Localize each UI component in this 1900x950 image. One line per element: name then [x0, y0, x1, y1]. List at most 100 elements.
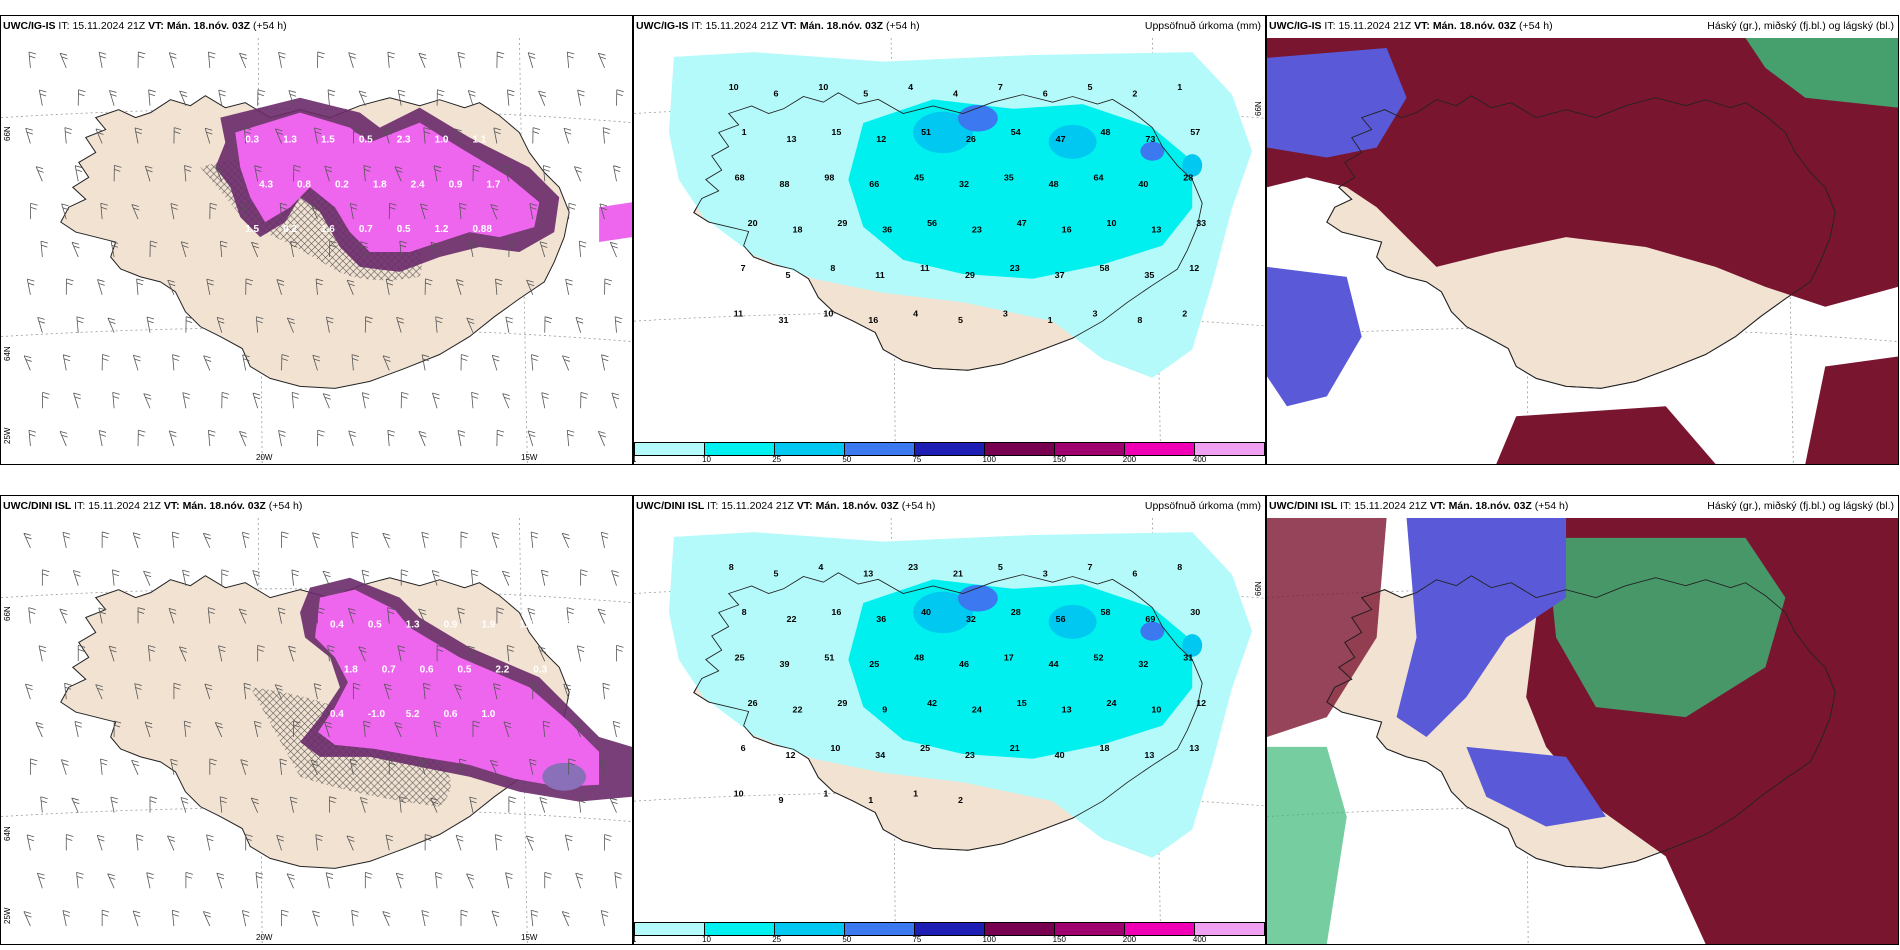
precip-value-label: 30 [1190, 607, 1200, 617]
legend-tick-label: 25 [772, 935, 782, 944]
legend-tick-label: 1 [634, 455, 636, 464]
temp-value-label: 4.3 [259, 179, 273, 190]
precip-value-label: 6 [1043, 89, 1048, 99]
legend-swatch [985, 923, 1055, 935]
model-name: UWC/IG-IS [3, 20, 56, 32]
precip-value-label: 10 [1107, 218, 1117, 228]
precip-value-label: 10 [734, 789, 744, 799]
precip-value-label: 54 [1011, 127, 1021, 137]
precip-value-labels: 8541323215376882216364032285658693025395… [729, 562, 1207, 805]
it-value: 15.11.2024 21Z [1338, 20, 1412, 32]
map-svg: 0.3 1.3 1.5 0.5 2.3 1.0 1.1 4.3 0.8 0.2 1.8 2.4 0.9 1… [1, 38, 632, 464]
precip-value-label: 29 [837, 218, 847, 228]
precip-value-label: 1 [1177, 82, 1182, 92]
map-svg [1267, 518, 1898, 944]
precip-value-label: 13 [863, 569, 873, 579]
temp-value-label: 0.9 [449, 179, 463, 190]
temp-value-label: 0.5 [359, 135, 373, 146]
map-area: 8 5 4 13 23 21 5 3 7 6 8 8 22 16 36 40 32 28 56 58 69 30 25 39 5… [634, 518, 1265, 922]
precip-value-label: 5 [786, 270, 791, 280]
precip-value-label: 69 [1145, 614, 1155, 624]
temp-value-label: -1.0 [368, 709, 386, 720]
precip-value-label: 21 [953, 569, 963, 579]
precip-value-label: 8 [1177, 562, 1182, 572]
legend-swatch [915, 443, 985, 455]
precip-value-label: 45 [914, 173, 924, 183]
map-area: 0.3 1.3 1.5 0.5 2.3 1.0 1.1 4.3 0.8 0.2 1.8 2.4 0.9 1… [1, 38, 632, 464]
vt-value: Mán. 18.nóv. 03Z [166, 20, 251, 32]
precip-value-label: 10 [830, 743, 840, 753]
precip-value-label: 32 [959, 179, 969, 189]
precip-value-label: 10 [1151, 705, 1161, 715]
model-name: UWC/DINI ISL [636, 500, 705, 512]
temp-value-labels: 0.4 0.5 1.3 0.9 1.9 1.4 1.6 1.8 0.7 0.6 0.5 2.2 0.3 1… [330, 619, 586, 720]
map-area [1267, 518, 1898, 944]
precip-value-label: 2 [958, 795, 963, 805]
temp-value-label: 5.2 [406, 709, 420, 720]
precip-value-label: 9 [779, 795, 784, 805]
precip-value-label: 48 [1049, 179, 1059, 189]
legend-tick-label: 1 [634, 935, 636, 944]
precip-value-label: 16 [868, 315, 878, 325]
legend-tick-label: 10 [702, 935, 712, 944]
legend-swatch [775, 443, 845, 455]
precip-value-label: 25 [869, 659, 879, 669]
precip-value-label: 15 [1017, 698, 1027, 708]
vt-label: VT: [163, 500, 180, 512]
vt-label: VT: [1414, 20, 1430, 32]
precip-value-label: 24 [972, 705, 982, 715]
precip-value-label: 56 [927, 218, 937, 228]
legend-tick-label: 400 [1192, 455, 1207, 464]
lon-label: 20W [256, 453, 273, 462]
precip-value-label: 28 [1011, 607, 1021, 617]
lon-label: 20W [256, 933, 273, 942]
lat-label: 66N [1254, 581, 1263, 596]
precip-value-label: 44 [1049, 659, 1059, 669]
temp-value-label: 0.2 [335, 179, 349, 190]
it-value: 15.11.2024 21Z [72, 20, 146, 32]
precip-value-label: 5 [774, 569, 779, 579]
precip-value-label: 22 [787, 614, 797, 624]
legend-swatch [915, 923, 985, 935]
precip-value-label: 8 [742, 607, 747, 617]
lat-label: 66N [3, 606, 12, 621]
panel-header: UWC/IG-IS IT: 15.11.2024 21Z VT: Mán. 18… [636, 20, 1261, 32]
precip-value-label: 32 [1138, 659, 1148, 669]
temp-value-label: 1.6 [321, 224, 335, 235]
precip-value-label: 51 [824, 653, 834, 663]
it-label: IT: [58, 20, 70, 32]
precip-value-label: 1 [913, 789, 918, 799]
precip-value-label: 58 [1100, 263, 1110, 273]
precip-value-label: 47 [1017, 218, 1027, 228]
legend-swatch [635, 923, 705, 935]
map-area: 0.4 0.5 1.3 0.9 1.9 1.4 1.6 1.8 0.7 0.6 0.5 2.2 0.3 1… [1, 518, 632, 944]
precip-value-label: 36 [882, 225, 892, 235]
precip-value-label: 26 [748, 698, 758, 708]
precip-value-label: 98 [824, 173, 834, 183]
precip-value-label: 15 [831, 127, 841, 137]
temp-value-label: 2.2 [495, 664, 509, 675]
precip-value-label: 66 [869, 179, 879, 189]
precip-value-label: 3 [1043, 569, 1048, 579]
precip-value-label: 1 [1048, 315, 1053, 325]
precip-value-label: 40 [1055, 750, 1065, 760]
precip-value-label: 23 [908, 562, 918, 572]
legend-swatch [705, 443, 775, 455]
it-label: IT: [74, 500, 86, 512]
precip-value-label: 2 [1132, 89, 1137, 99]
map-panel-cloud: UWC/IG-IS IT: 15.11.2024 21Z VT: Mán. 18… [1266, 15, 1899, 465]
temp-value-label: 1.8 [373, 179, 387, 190]
wind-barbs [23, 51, 624, 447]
precip-value-label: 23 [972, 225, 982, 235]
precip-value-label: 57 [1190, 127, 1200, 137]
model-name: UWC/IG-IS [1269, 20, 1322, 32]
precip-value-label: 68 [735, 173, 745, 183]
temp-value-label: 1.7 [486, 179, 500, 190]
legend-swatch [1055, 923, 1125, 935]
legend-swatch [1195, 923, 1264, 935]
precip-value-label: 1 [823, 789, 828, 799]
it-label: IT: [691, 20, 703, 32]
precip-value-label: 35 [1144, 270, 1154, 280]
map-area [1267, 38, 1898, 464]
lead-time: (+54 h) [886, 20, 920, 32]
